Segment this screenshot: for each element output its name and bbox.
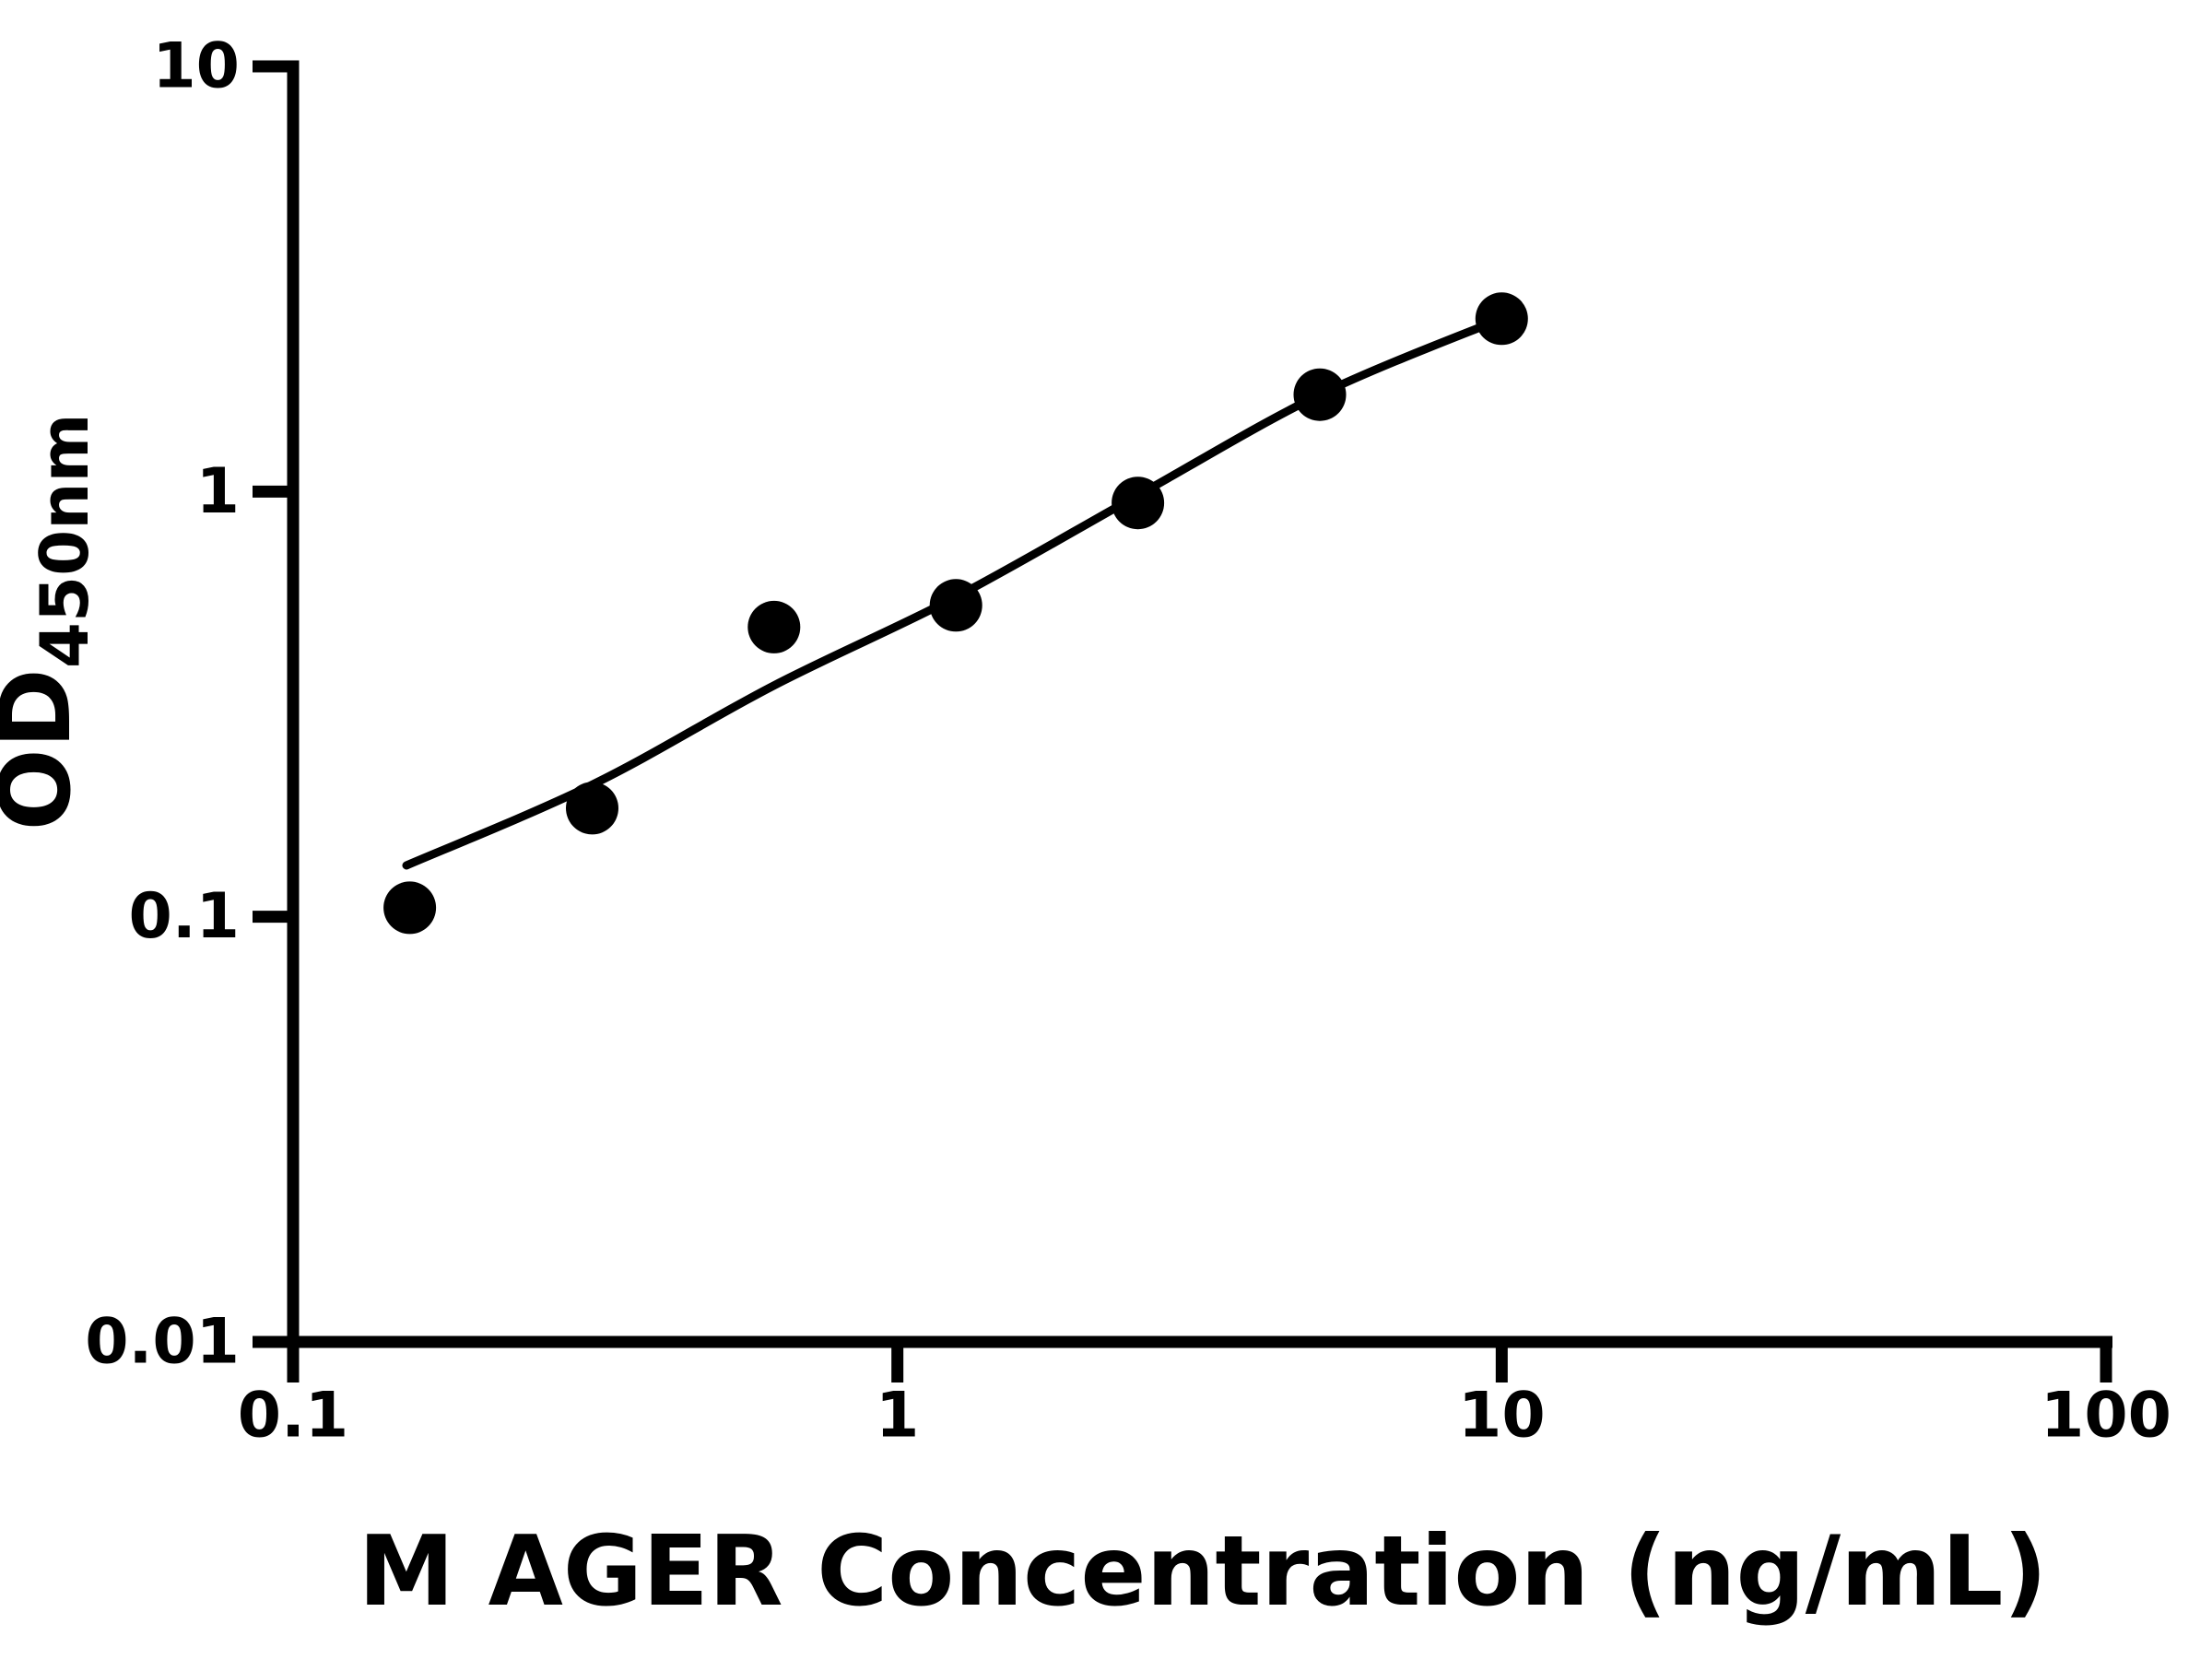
x-axis-title: M AGER Concentration (ng/mL)	[359, 1515, 2048, 1628]
y-axis-title-main: OD	[0, 668, 92, 830]
x-tick-label: 10	[1458, 1380, 1546, 1453]
y-tick-label: 0.1	[129, 880, 240, 953]
data-point	[1293, 368, 1347, 421]
x-tick-label: 0.1	[238, 1380, 348, 1453]
y-axis-title-sub: 450nm	[26, 414, 103, 669]
data-point	[383, 881, 437, 935]
x-tick-label: 100	[2041, 1380, 2171, 1453]
y-tick-label: 1	[196, 455, 240, 528]
x-tick-label: 1	[876, 1380, 919, 1453]
data-point	[1112, 477, 1165, 530]
data-point	[747, 600, 801, 653]
y-tick-label: 10	[152, 30, 240, 103]
y-axis-title: OD450nm	[0, 414, 103, 831]
data-point	[929, 579, 982, 632]
data-point	[566, 782, 618, 835]
y-tick-label: 0.01	[85, 1306, 240, 1379]
data-point	[1475, 292, 1528, 346]
data-layer	[383, 292, 1528, 935]
